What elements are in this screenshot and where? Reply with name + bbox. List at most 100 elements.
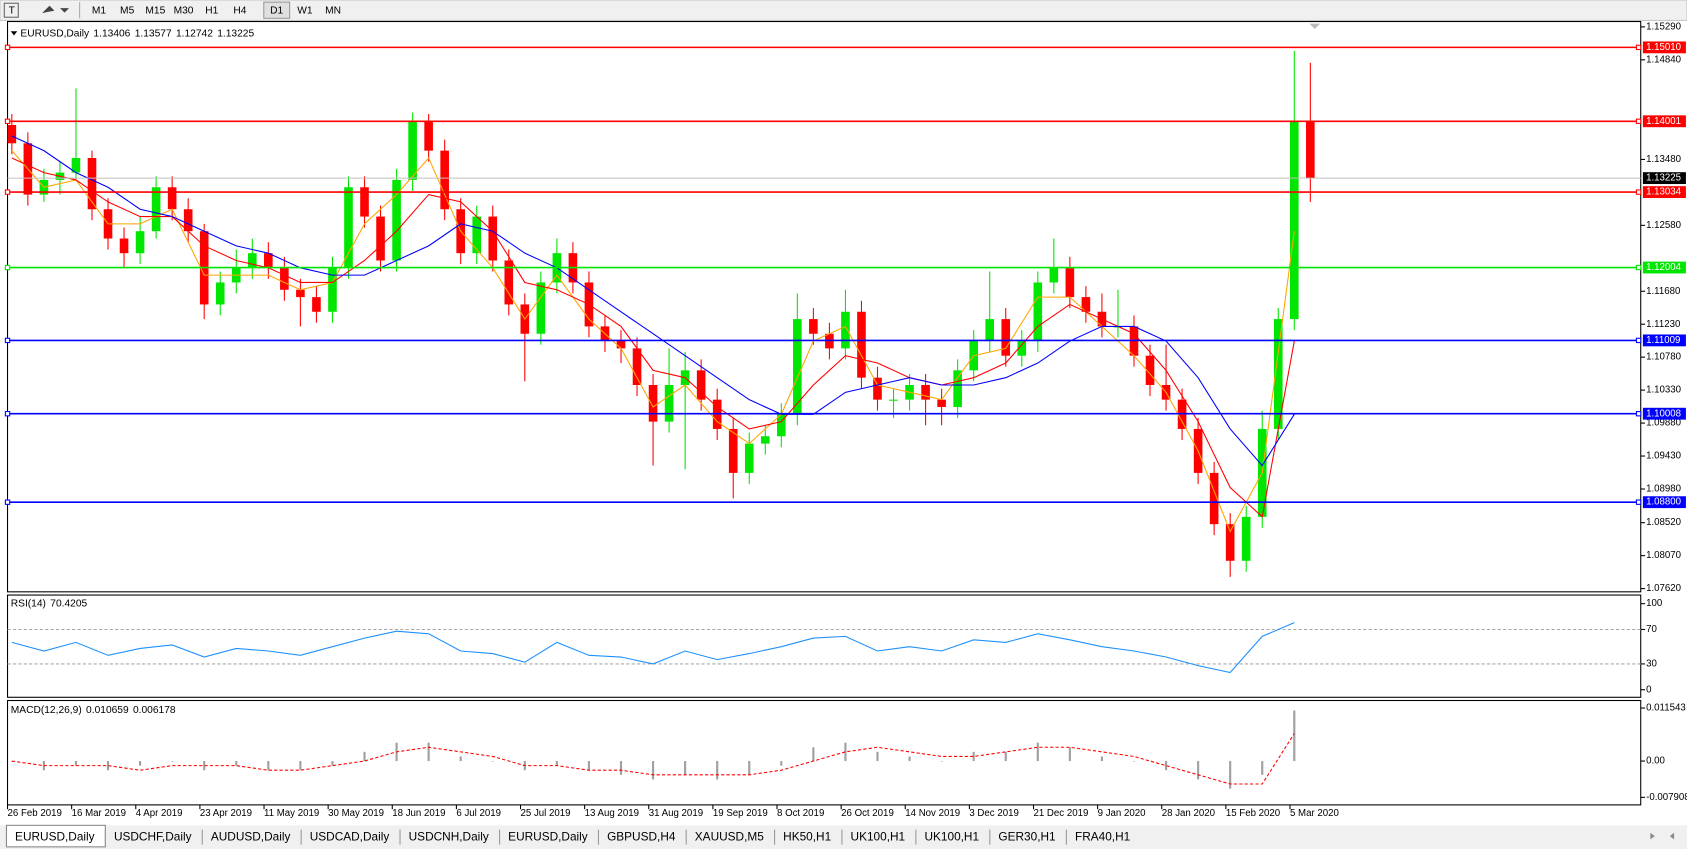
macd-bar [972, 751, 975, 762]
candle-body [504, 260, 514, 305]
level-handle [1635, 44, 1642, 51]
candle-body [296, 289, 305, 298]
candle-body [1225, 524, 1235, 561]
candle-body [472, 216, 482, 254]
timeframe-label: M1 [92, 5, 107, 16]
y-tick-label: 1.11680 [1646, 286, 1680, 297]
macd-bar [716, 761, 719, 780]
tab-label: XAUUSD,M5 [695, 829, 764, 843]
candle-body [744, 443, 754, 473]
symbol: EURUSD,Daily [20, 28, 90, 39]
shift-marker [1309, 23, 1321, 30]
timeframe-label: H4 [233, 5, 246, 16]
x-tick-label: 25 Jul 2019 [521, 808, 571, 819]
candle-body [183, 209, 193, 232]
timeframe-label: M5 [120, 5, 135, 16]
level-handle [4, 499, 11, 505]
y-tick-label: 1.14840 [1646, 54, 1681, 65]
macd-bar [780, 761, 783, 766]
tab-label: EURUSD,Daily [508, 829, 588, 843]
macd-bar [684, 761, 687, 775]
macd-bar [267, 761, 270, 771]
candle-body [7, 125, 17, 144]
y-tick-label: -0.007908 [1646, 792, 1687, 803]
level-label: 1.08800 [1646, 497, 1681, 508]
candle-body [648, 385, 658, 422]
tab-label: FRA40,H1 [1075, 829, 1130, 843]
candle-body [921, 385, 930, 400]
candle-body [71, 157, 81, 173]
macd-bar [908, 756, 911, 762]
candle-body [264, 253, 273, 268]
x-tick-label: 15 Feb 2020 [1226, 808, 1280, 819]
candle-body [1241, 516, 1251, 561]
macd-plot-frame [6, 699, 1642, 806]
candle-body [1306, 121, 1315, 179]
timeframe-label: M15 [145, 5, 165, 16]
level-label-box [1642, 186, 1686, 199]
macd-bar [171, 761, 174, 762]
candle-body [728, 428, 738, 473]
level-handle [1635, 411, 1642, 417]
indicator-value: 70.4205 [50, 598, 87, 609]
macd-bar [203, 761, 206, 771]
level-handle [1635, 337, 1642, 344]
tools-dropdown[interactable] [42, 5, 70, 14]
candle-body [616, 341, 626, 349]
macd-bar [1164, 761, 1168, 771]
timeframe-label: D1 [270, 5, 283, 16]
level-label: 1.14001 [1646, 116, 1681, 127]
ohlc-value: 1.13577 [135, 28, 172, 39]
y-tick-label: 1.07620 [1646, 583, 1681, 594]
candle-body [215, 282, 225, 305]
x-tick-label: 26 Oct 2019 [841, 808, 894, 819]
level-label-box [1642, 334, 1686, 347]
level-handle [4, 118, 11, 124]
candle-body [135, 231, 145, 254]
x-tick-label: 31 Aug 2019 [649, 808, 703, 819]
chart-title: EURUSD,Daily 1.13406 1.13577 1.12742 1.13225 [20, 28, 254, 39]
tab-label: UK100,H1 [851, 829, 906, 843]
y-tick-label: 1.10780 [1646, 352, 1681, 363]
x-tick-label: 4 Apr 2019 [136, 808, 183, 819]
toolbar [0, 0, 1687, 21]
x-tick-label: 26 Feb 2019 [8, 808, 62, 819]
candle-body [953, 370, 962, 407]
y-tick-label: 0 [1646, 684, 1651, 695]
macd-bar [1261, 761, 1264, 775]
y-tick-label: 1.12580 [1646, 220, 1681, 231]
y-tick-label: 1.09880 [1646, 418, 1681, 429]
level-label-box [1642, 41, 1686, 54]
level-label-box [1642, 496, 1686, 509]
x-tick-label: 30 May 2019 [328, 808, 384, 819]
tab-label: EURUSD,Daily [15, 829, 95, 843]
candle-body [873, 377, 882, 400]
tab-label: USDCHF,Daily [114, 829, 192, 843]
macd-bar [651, 761, 655, 780]
macd-bar [1004, 751, 1007, 762]
indicator-name: RSI(14) [11, 598, 46, 609]
candle-body [841, 311, 850, 349]
tab-label: GER30,H1 [998, 829, 1055, 843]
macd-bar [876, 751, 879, 762]
level-handle [1635, 499, 1642, 505]
timeframe-bar: M1 M5 M15 M30 H1 H4 D1 W1 MN [92, 1, 341, 19]
candle-body [760, 436, 770, 444]
rsi-title: RSI(14) 70.4205 [11, 598, 88, 609]
macd-bar [299, 761, 302, 771]
moving-average [11, 157, 1295, 518]
x-tick-label: 13 Aug 2019 [585, 808, 639, 819]
x-tick-label: 3 Dec 2019 [969, 808, 1018, 819]
level-label: 1.15010 [1646, 42, 1681, 53]
timeframe-label: MN [325, 5, 341, 16]
macd-bar [459, 756, 462, 762]
macd-bar [331, 761, 334, 766]
candle-body [1145, 355, 1155, 386]
candle-body [857, 311, 866, 378]
y-tick-label: 1.08070 [1646, 550, 1681, 561]
level-handle [1635, 189, 1642, 195]
macd-title: MACD(12,26,9) 0.010659 0.006178 [11, 705, 176, 716]
crosshair-button[interactable] [3, 2, 19, 18]
timeframe-button[interactable] [263, 1, 291, 19]
